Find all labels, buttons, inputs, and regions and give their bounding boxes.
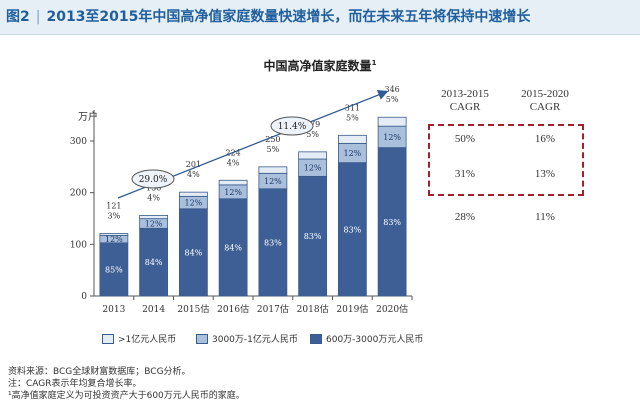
cagr-header-2015-2020: 2015-2020 CAGR [500, 88, 590, 114]
top-share-label: 5% [346, 113, 359, 122]
segment-label: 12% [184, 199, 202, 208]
growth-rate-label: 11.4% [278, 122, 307, 132]
cagr-header-line: CAGR [529, 101, 561, 113]
bar-segment [377, 116, 407, 127]
segment-label: 12% [383, 133, 401, 142]
bar-segment [337, 162, 367, 297]
segment-label: 85% [105, 265, 123, 274]
y-tick-label: 0 [81, 292, 87, 302]
footnote-cagr: 注：CAGR表示年均复合增长率。 [8, 379, 142, 389]
footnote-definition: ¹高净值家庭定义为可投资资产大于600万元人民币的家庭。 [8, 391, 245, 401]
top-share-label: 3% [108, 211, 121, 220]
cagr-header-2013-2015: 2013-2015 CAGR [420, 88, 510, 114]
legend-item-mid-tier: 3000万-1亿元人民币 [196, 332, 298, 345]
segment-label: 83% [304, 232, 322, 241]
legend-label: >1亿元人民币 [118, 335, 177, 345]
top-share-label: 4% [147, 193, 160, 202]
figure-title-text: 2013至2015年中国高净值家庭数量快速增长，而在未来五年将保持中速增长 [46, 9, 531, 25]
x-tick-label: 2017估 [257, 303, 289, 315]
legend-label: 600万-3000万元人民币 [326, 335, 424, 345]
cagr-value: 50% [454, 133, 476, 145]
total-label: 311 [345, 103, 360, 112]
bar-segment [258, 188, 288, 297]
legend-item-base-tier: 600万-3000万元人民币 [310, 332, 423, 345]
legend-swatch [310, 333, 322, 344]
top-share-label: 4% [227, 158, 240, 167]
x-tick-label: 2020估 [376, 303, 408, 315]
x-tick-label: 2013 [102, 305, 125, 315]
top-share-label: 4% [187, 170, 200, 179]
figure-header: 图2 | 2013至2015年中国高净值家庭数量快速增长，而在未来五年将保持中速增长 [0, 0, 640, 35]
x-tick-label: 2016估 [217, 303, 249, 315]
growth-oval [270, 116, 314, 136]
total-label: 201 [186, 160, 201, 169]
stacked-bar-chart: 中国高净值家庭数量1 万户 0 100 200 300 85% 12% 3%121 2013 84%… [70, 58, 413, 315]
growth-oval [131, 169, 175, 189]
x-tick-label: 2015估 [177, 303, 209, 315]
bar-segment [337, 134, 367, 144]
cagr-value: 28% [454, 211, 476, 223]
chart-title: 中国高净值家庭数量1 [264, 58, 377, 73]
y-axis-label: 万户 [78, 110, 98, 123]
segment-label: 12% [224, 188, 242, 197]
bar-segment [178, 191, 208, 197]
bar-segment [298, 175, 328, 297]
segment-label: 12% [343, 149, 361, 158]
x-tick-label: 2014 [142, 305, 165, 315]
segment-label: 12% [145, 219, 163, 228]
bar-segment [298, 151, 328, 160]
top-share-label: 5% [386, 95, 399, 104]
growth-rate-label: 29.0% [139, 175, 168, 185]
figure-label: 图2 [6, 9, 30, 25]
y-tick-label: 100 [70, 240, 87, 250]
segment-label: 83% [383, 218, 401, 227]
segment-label: 84% [184, 248, 202, 257]
chart-legend: >1亿元人民币 3000万-1亿元人民币 600万-3000万元人民币 [0, 332, 640, 348]
bar-segment [218, 198, 248, 297]
x-tick-label: 2019估 [336, 303, 368, 315]
bar-segment [99, 242, 129, 297]
y-tick-label: 300 [70, 137, 87, 147]
legend-label: 3000万-1亿元人民币 [212, 335, 298, 345]
legend-item-top-tier: >1亿元人民币 [102, 332, 176, 345]
cagr-value: 13% [534, 168, 556, 180]
cagr-value: 31% [454, 168, 476, 180]
top-share-label: 5% [267, 145, 280, 154]
y-tick-label: 200 [70, 189, 87, 199]
segment-label: 83% [343, 225, 361, 234]
figure-title: 图2 | 2013至2015年中国高净值家庭数量快速增长，而在未来五年将保持中速增长 [6, 6, 530, 26]
segment-label: 12% [105, 235, 123, 244]
segment-label: 12% [304, 164, 322, 173]
segment-label: 12% [264, 177, 282, 186]
footnote-source: 资料来源：BCG全球财富数据库；BCG分析。 [8, 367, 191, 377]
bar-segment [377, 147, 407, 297]
title-separator: | [35, 9, 41, 25]
segment-label: 83% [264, 238, 282, 247]
legend-swatch [196, 333, 208, 344]
segment-label: 84% [145, 258, 163, 267]
total-label: 250 [265, 135, 280, 144]
footnotes: 资料来源：BCG全球财富数据库；BCG分析。 注：CAGR表示年均复合增长率。 … [8, 366, 245, 402]
x-tick-label: 2018估 [297, 303, 329, 315]
total-label: 121 [106, 201, 121, 210]
bar-segment [99, 233, 129, 236]
bar-segment [258, 166, 288, 174]
bar-segment [139, 214, 169, 220]
bar-segment [218, 179, 248, 186]
top-share-label: 5% [306, 130, 319, 139]
cagr-header-line: CAGR [449, 101, 481, 113]
legend-swatch [102, 333, 114, 344]
cagr-highlight-box [428, 124, 584, 196]
segment-label: 84% [224, 243, 242, 252]
cagr-header-line: 2015-2020 [521, 88, 569, 100]
cagr-value: 16% [534, 133, 556, 145]
cagr-value: 11% [535, 211, 555, 223]
cagr-header-line: 2013-2015 [441, 88, 489, 100]
total-label: 346 [384, 85, 399, 94]
